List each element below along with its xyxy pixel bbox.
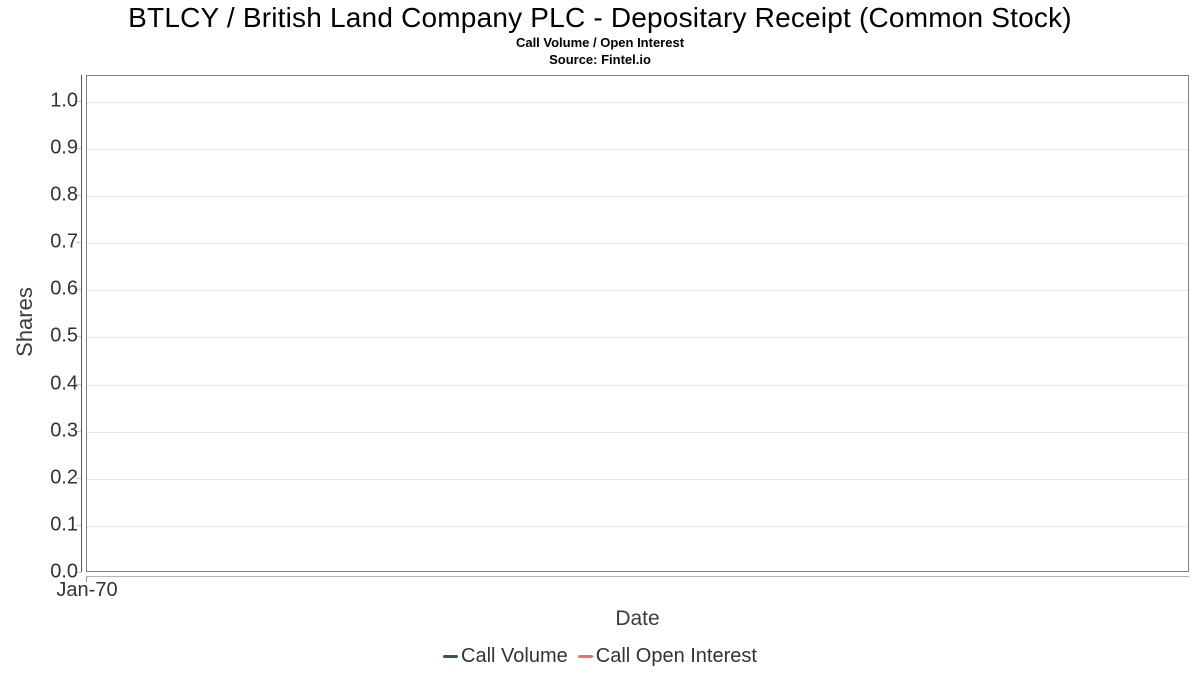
y-axis-tick-label: 0.7	[50, 230, 78, 253]
chart-source: Source: Fintel.io	[549, 52, 651, 67]
y-axis-tick-mark	[76, 336, 81, 338]
y-axis-tick-label: 0.6	[50, 277, 78, 300]
y-gridline	[87, 478, 1188, 480]
y-axis-tick-label: 0.9	[50, 136, 78, 159]
y-gridline	[87, 243, 1188, 245]
y-axis-tick-mark	[76, 572, 81, 573]
legend-line-marker	[443, 655, 459, 658]
legend-label: Call Open Interest	[595, 645, 757, 667]
y-axis-tick-mark	[76, 383, 81, 385]
y-axis-tick-label: 0.2	[50, 466, 78, 489]
y-axis-tick-label: 0.1	[50, 513, 78, 536]
y-axis-line	[81, 75, 82, 572]
y-axis-tick-mark	[76, 242, 81, 244]
legend-item[interactable]: Call Open Interest	[577, 645, 757, 668]
y-gridline	[87, 196, 1188, 198]
legend-label: Call Volume	[461, 645, 568, 667]
legend: Call Volume Call Open Interest	[0, 645, 1200, 668]
y-axis-tick-label: 0.0	[50, 560, 78, 583]
y-axis-tick-label: 0.3	[50, 419, 78, 442]
plot-area	[86, 75, 1189, 572]
y-axis-tick-mark	[76, 430, 81, 432]
x-axis-tick-label: Jan-70	[56, 579, 118, 601]
y-gridline	[87, 384, 1188, 386]
chart-title: BTLCY / British Land Company PLC - Depos…	[128, 2, 1072, 33]
y-axis-tick-mark	[76, 289, 81, 291]
y-axis-tick-label: 0.8	[50, 183, 78, 206]
y-gridline	[87, 290, 1188, 292]
y-gridline	[87, 525, 1188, 527]
y-axis-tick-mark	[76, 148, 81, 150]
chart-subtitle: Call Volume / Open Interest	[515, 35, 685, 50]
x-axis-tick-mark	[86, 577, 87, 582]
y-axis-tick-label: 0.4	[50, 372, 78, 395]
y-axis-tick-mark	[76, 477, 81, 479]
y-gridline	[87, 101, 1188, 103]
y-axis-tick-label: 0.5	[50, 324, 78, 347]
legend-line-marker	[577, 655, 593, 658]
legend-item[interactable]: Call Volume	[443, 645, 568, 668]
y-axis-tick-label: 1.0	[50, 89, 78, 112]
y-gridline	[87, 149, 1188, 151]
y-axis-tick-mark	[76, 524, 81, 526]
y-gridline	[87, 431, 1188, 433]
x-axis-title: Date	[615, 607, 660, 630]
y-axis-tick-mark	[76, 100, 81, 102]
y-gridline	[87, 337, 1188, 339]
y-axis-tick-mark	[76, 195, 81, 197]
x-axis-line	[86, 576, 1189, 577]
